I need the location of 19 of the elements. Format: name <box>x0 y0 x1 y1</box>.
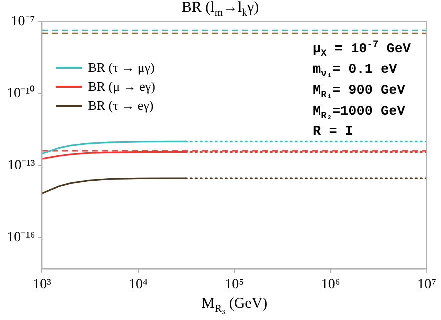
annotation: R = I <box>313 124 355 142</box>
x-axis-title: M$_{R₃}$ (GeV) <box>202 296 268 315</box>
x-tick-label: 10⁴ <box>128 277 148 292</box>
x-tick-label: 10³ <box>33 277 52 292</box>
annotation: M$_{R₂}$=1000 GeV <box>313 104 406 124</box>
legend-label: BR (τ → μγ) <box>88 59 155 77</box>
y-tick-label: 10⁻¹⁶ <box>7 230 36 246</box>
annotation: μ$_{X}$ = 10$^{-7}$ GeV <box>313 38 412 62</box>
x-tick-label: 10⁵ <box>225 277 244 292</box>
legend-label: BR (μ → eγ) <box>88 78 156 96</box>
annotation: M$_{R₁}$= 900 GeV <box>313 82 406 103</box>
chart-title: BR (l$_{m}$→l$_{k}$γ) <box>182 0 260 19</box>
x-tick-label: 10⁶ <box>321 277 340 292</box>
y-tick-label: 10⁻⁷ <box>11 14 36 30</box>
legend-label: BR (τ → eγ) <box>88 97 154 115</box>
y-tick-label: 10⁻¹³ <box>8 158 36 174</box>
annotation: m$_{ν₁}$= 0.1 eV <box>313 62 398 82</box>
x-tick-label: 10⁷ <box>418 277 437 292</box>
y-tick-label: 10⁻¹⁰ <box>6 86 36 102</box>
